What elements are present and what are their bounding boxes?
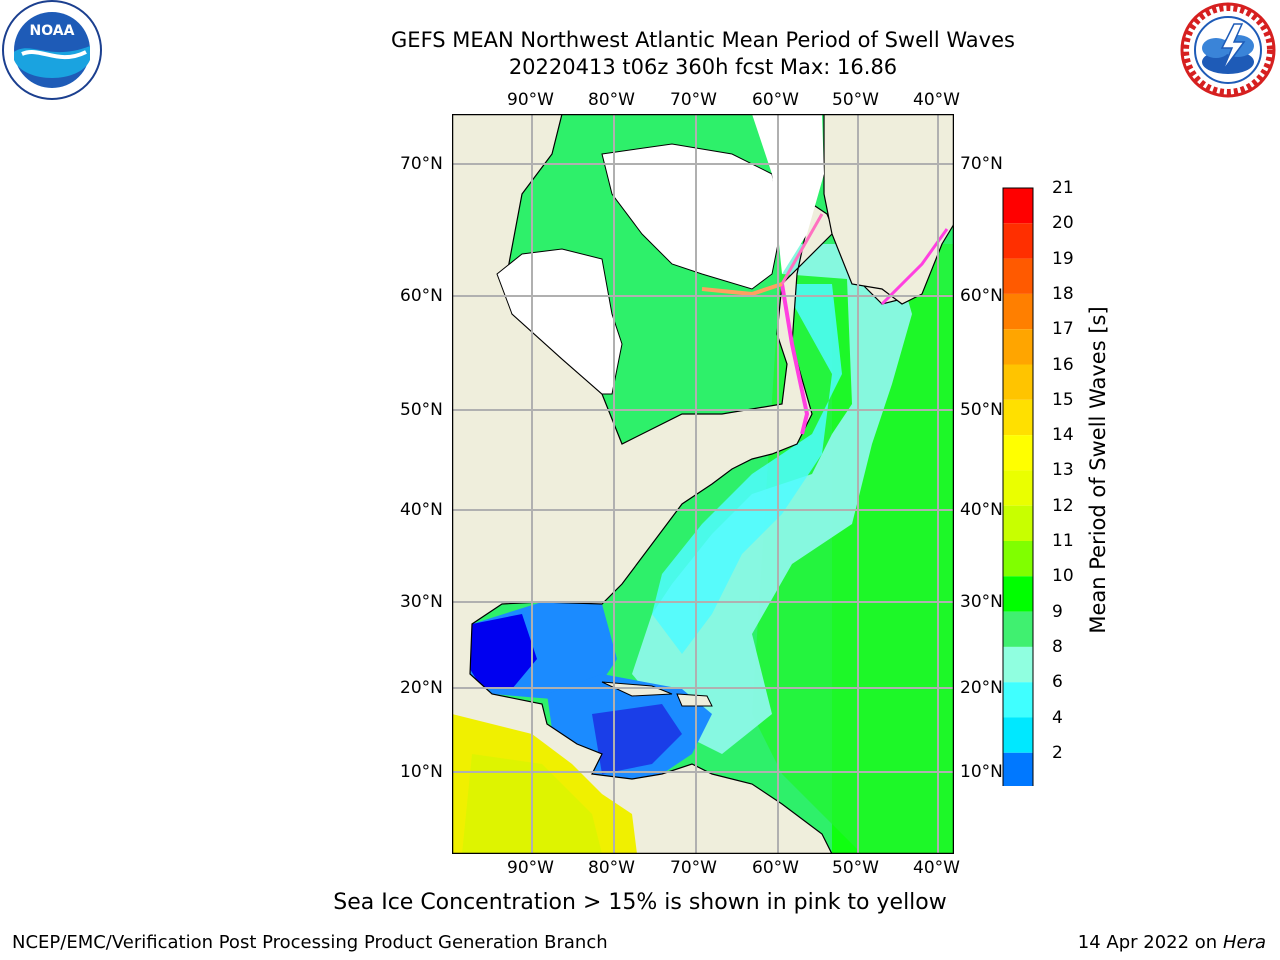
colorbar-title: Mean Period of Swell Waves [s]: [1086, 306, 1110, 634]
lon-label-top: 90°W: [507, 90, 554, 110]
colorbar-tick-label: 10: [1052, 566, 1074, 587]
colorbar-tick-label: 11: [1052, 531, 1074, 551]
colorbar-swatch: [1003, 435, 1033, 471]
chart-subtitle: 20220413 t06z 360h fcst Max: 16.86: [508, 55, 898, 79]
chart-title: GEFS MEAN Northwest Atlantic Mean Period…: [391, 28, 1015, 52]
colorbar-swatch: [1003, 293, 1033, 330]
colorbar-tick-label: 12: [1052, 495, 1074, 516]
sea-ice-note: Sea Ice Concentration > 15% is shown in …: [333, 890, 947, 915]
colorbar-tick-label: 18: [1052, 283, 1074, 304]
colorbar-swatch: [1003, 541, 1033, 577]
lon-label-bottom: 90°W: [507, 858, 554, 878]
footer-date-text: 14 Apr 2022 on: [1077, 932, 1218, 953]
lon-label-top: 40°W: [913, 90, 960, 110]
colorbar-swatch: [1003, 258, 1033, 294]
colorbar-tick-label: 20: [1052, 213, 1074, 234]
lon-label-bottom: 60°W: [752, 858, 799, 878]
lat-label-left: 20°N: [400, 678, 443, 698]
colorbar-swatch: [1003, 329, 1033, 365]
colorbar-tick-label: 14: [1052, 425, 1074, 446]
colorbar-swatch: [1003, 752, 1033, 786]
lat-label-right: 50°N: [960, 400, 1003, 420]
lon-label-top: 60°W: [752, 90, 799, 110]
lat-label-right: 20°N: [960, 678, 1003, 698]
colorbar-swatch: [1003, 505, 1033, 541]
colorbar-swatch: [1003, 682, 1033, 718]
colorbar-tick-label: 4: [1052, 707, 1063, 728]
colorbar-frame: [1002, 187, 1034, 786]
colorbar-tick-label: 9: [1052, 601, 1063, 622]
lat-label-left: 10°N: [400, 762, 443, 782]
baffin-ice: [601, 143, 783, 290]
colorbar-tick-label: 16: [1052, 354, 1074, 375]
lat-label-right: 10°N: [960, 762, 1003, 782]
map-panel: [452, 114, 954, 854]
colorbar-swatch: [1003, 188, 1033, 224]
lat-label-right: 30°N: [960, 592, 1003, 612]
lat-label-left: 30°N: [400, 592, 443, 612]
lat-label-left: 70°N: [400, 154, 443, 174]
lon-label-top: 70°W: [670, 90, 717, 110]
colorbar-tick-label: 13: [1052, 460, 1074, 481]
lon-label-top: 50°W: [832, 90, 879, 110]
lat-label-right: 70°N: [960, 154, 1003, 174]
lat-label-left: 50°N: [400, 400, 443, 420]
footer-host: Hera: [1222, 932, 1266, 953]
colorbar-swatch: [1003, 611, 1033, 647]
lon-label-bottom: 80°W: [588, 858, 635, 878]
lon-label-top: 80°W: [588, 90, 635, 110]
colorbar-swatch: [1003, 223, 1033, 259]
colorbar-tick-label: 8: [1052, 636, 1063, 657]
graticule: [452, 114, 954, 854]
colorbar-swatch: [1003, 364, 1033, 400]
lon-label-bottom: 40°W: [913, 858, 960, 878]
lon-label-bottom: 70°W: [670, 858, 717, 878]
noaa-logo-text: NOAA: [30, 23, 75, 39]
lat-label-left: 60°N: [400, 286, 443, 306]
nws-logo: [1180, 2, 1276, 98]
colorbar-swatch: [1003, 717, 1033, 753]
lat-label-left: 40°N: [400, 500, 443, 520]
hudson-bay-ice: [496, 248, 623, 395]
colorbar-tick-label: 19: [1052, 248, 1074, 269]
colorbar: [1002, 187, 1034, 786]
colorbar-swatch: [1003, 646, 1033, 683]
lon-label-bottom: 50°W: [832, 858, 879, 878]
noaa-logo: NOAA: [2, 0, 102, 100]
colorbar-swatch: [1003, 399, 1033, 436]
colorbar-swatch: [1003, 576, 1033, 612]
colorbar-tick-label: 21: [1052, 178, 1074, 198]
lat-label-right: 40°N: [960, 500, 1003, 520]
colorbar-tick-label: 2: [1052, 742, 1063, 763]
footer-credit: NCEP/EMC/Verification Post Processing Pr…: [12, 932, 608, 953]
land-greenland: [823, 114, 954, 305]
lat-label-right: 60°N: [960, 286, 1003, 306]
footer-date: 14 Apr 2022 on Hera: [1078, 932, 1266, 953]
baffin-bay-ice: [752, 114, 824, 274]
colorbar-swatch: [1003, 470, 1033, 506]
colorbar-tick-label: 15: [1052, 389, 1074, 410]
colorbar-tick-label: 6: [1052, 672, 1063, 693]
colorbar-tick-label: 17: [1052, 319, 1074, 340]
